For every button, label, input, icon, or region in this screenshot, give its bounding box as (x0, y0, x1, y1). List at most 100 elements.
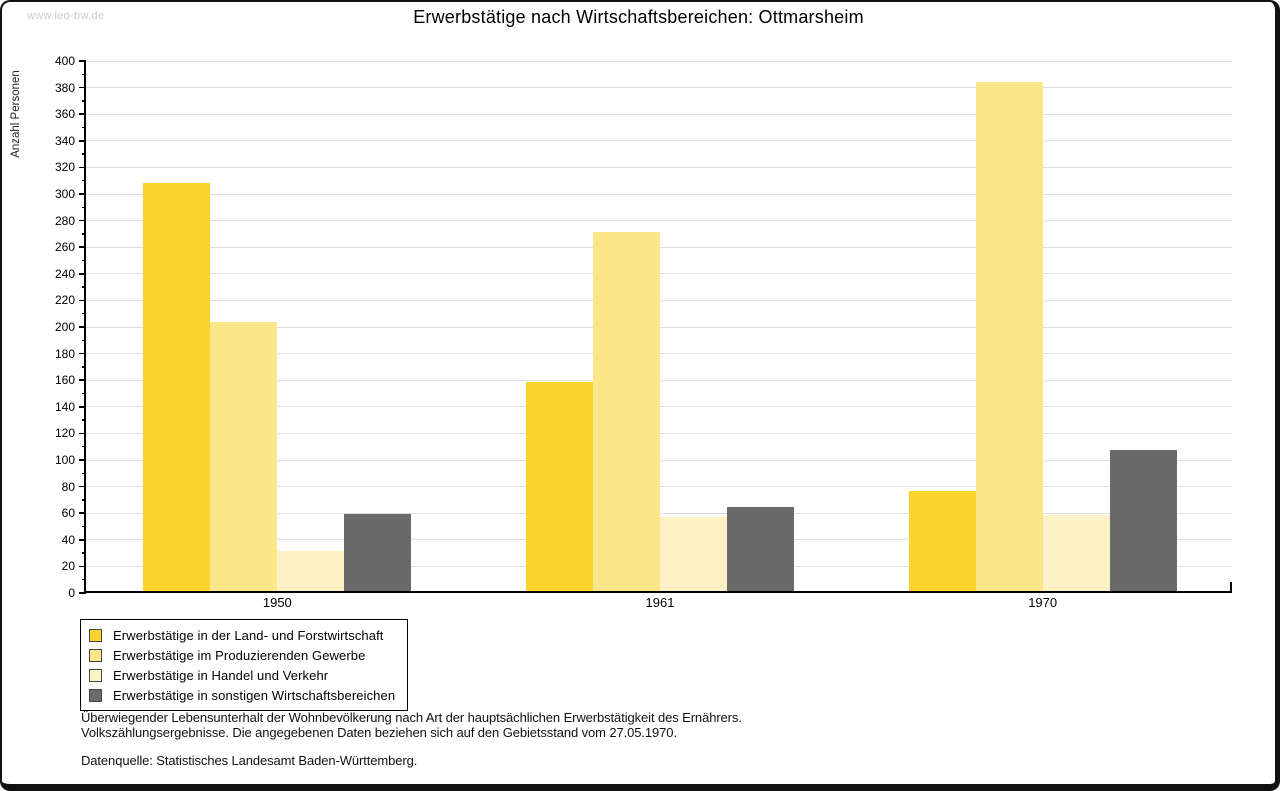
bar-1961-series-4 (727, 507, 794, 591)
footer-line-1: Überwiegender Lebensunterhalt der Wohnbe… (81, 710, 742, 725)
bar-1970-series-3 (1042, 515, 1110, 591)
y-minor-tick-210 (82, 312, 86, 315)
y-minor-tick-130 (82, 419, 86, 421)
y-tick-label-380: 380 (54, 80, 75, 95)
legend-item-2: Erwerbstätige im Produzierenden Gewerbe (89, 645, 395, 665)
y-tick-label-260: 260 (54, 240, 75, 255)
y-tick-label-40: 40 (61, 532, 75, 547)
y-tick-0 (79, 592, 86, 594)
legend-swatch-icon (89, 628, 102, 642)
bar-1970-series-1 (908, 491, 976, 591)
x-axis-end-tick (1230, 582, 1232, 591)
bar-1970-series-4 (1109, 450, 1177, 591)
gridline-300 (86, 193, 1232, 195)
gridline-280 (86, 220, 1232, 222)
y-minor-tick-370 (82, 100, 86, 102)
y-tick-label-180: 180 (54, 346, 75, 361)
y-minor-tick-350 (82, 126, 86, 129)
y-tick-label-220: 220 (54, 293, 75, 308)
gridline-360 (86, 113, 1232, 115)
y-tick-320 (79, 166, 86, 169)
y-tick-120 (79, 432, 86, 435)
y-tick-380 (79, 86, 86, 89)
y-tick-label-160: 160 (54, 373, 75, 388)
y-minor-tick-190 (82, 339, 86, 342)
y-minor-tick-110 (82, 445, 86, 448)
y-tick-label-320: 320 (54, 160, 75, 175)
legend-item-label: Erwerbstätige im Produzierenden Gewerbe (113, 647, 366, 663)
y-tick-100 (79, 459, 86, 461)
y-tick-label-140: 140 (54, 399, 75, 414)
gridline-340 (86, 140, 1232, 142)
watermark: www.leo-bw.de (27, 10, 105, 22)
y-tick-label-200: 200 (54, 320, 75, 334)
legend-item-3: Erwerbstätige in Handel und Verkehr (89, 665, 395, 685)
y-minor-tick-90 (82, 472, 86, 475)
y-minor-tick-230 (82, 286, 86, 288)
y-tick-label-240: 240 (54, 266, 75, 281)
x-tick-label-1950: 1950 (262, 595, 292, 610)
y-minor-tick-330 (82, 153, 86, 155)
y-axis-label: Anzahl Personen (10, 70, 22, 158)
y-minor-tick-70 (82, 499, 86, 501)
legend-swatch-icon (89, 648, 102, 662)
y-tick-label-300: 300 (54, 187, 75, 201)
y-tick-180 (79, 352, 86, 355)
y-tick-260 (79, 246, 86, 248)
y-tick-240 (79, 273, 86, 275)
y-tick-200 (79, 326, 86, 328)
legend-item-label: Erwerbstätige in sonstigen Wirtschaftsbe… (113, 687, 396, 703)
bar-1950-series-1 (143, 182, 211, 591)
y-tick-label-400: 400 (54, 54, 75, 68)
legend-box: Erwerbstätige in der Land- und Forstwirt… (80, 619, 409, 711)
y-minor-tick-150 (82, 392, 86, 395)
y-minor-tick-270 (82, 233, 86, 235)
y-tick-label-360: 360 (54, 107, 75, 122)
x-tick-label-1970: 1970 (1028, 595, 1058, 610)
y-minor-tick-30 (82, 552, 86, 554)
gridline-400 (86, 60, 1232, 62)
y-minor-tick-290 (82, 206, 86, 209)
page-title: Erwerbstätige nach Wirtschaftsbereichen:… (413, 7, 864, 27)
y-tick-label-20: 20 (61, 559, 75, 574)
x-tick-label-1961: 1961 (645, 595, 675, 610)
legend-item-1: Erwerbstätige in der Land- und Forstwirt… (89, 625, 395, 645)
y-tick-60 (79, 512, 86, 514)
y-tick-label-280: 280 (54, 213, 75, 228)
legend-item-4: Erwerbstätige in sonstigen Wirtschaftsbe… (89, 685, 395, 705)
legend-item-label: Erwerbstätige in Handel und Verkehr (113, 667, 329, 683)
y-tick-label-100: 100 (54, 453, 75, 467)
legend-item-label: Erwerbstätige in der Land- und Forstwirt… (113, 627, 384, 643)
y-tick-220 (79, 299, 86, 302)
y-tick-400 (79, 60, 86, 62)
y-tick-140 (79, 406, 86, 408)
gridline-380 (86, 87, 1232, 89)
bar-1961-series-3 (660, 516, 727, 591)
y-minor-tick-170 (82, 366, 86, 368)
legend-swatch-icon (89, 688, 102, 702)
y-tick-20 (79, 565, 86, 568)
y-tick-160 (79, 379, 86, 381)
y-minor-tick-310 (82, 179, 86, 182)
y-minor-tick-390 (82, 73, 86, 76)
y-tick-label-120: 120 (54, 426, 75, 441)
legend-swatch-icon (89, 668, 102, 682)
footer-source: Datenquelle: Statistisches Landesamt Bad… (81, 753, 418, 768)
y-minor-tick-50 (82, 525, 86, 528)
y-tick-340 (79, 140, 86, 142)
y-tick-40 (79, 539, 86, 541)
y-tick-label-340: 340 (54, 133, 75, 148)
footer-line-2: Volkszählungsergebnisse. Die angegebenen… (81, 725, 677, 740)
bar-1950-series-4 (344, 513, 412, 591)
y-tick-300 (79, 193, 86, 195)
plot-area: 0 20 40 60 80 100 120 140 160 180 200 220 240 260 280 3… (55, 54, 1232, 610)
y-tick-280 (79, 219, 86, 222)
y-tick-label-0: 0 (68, 586, 75, 600)
bar-1950-series-3 (277, 551, 345, 591)
bar-1961-series-2 (593, 231, 660, 591)
y-tick-80 (79, 485, 86, 488)
bar-1970-series-2 (975, 81, 1043, 591)
bar-1950-series-2 (210, 322, 278, 591)
footer-notes: Überwiegender Lebensunterhalt der Wohnbe… (81, 710, 742, 768)
